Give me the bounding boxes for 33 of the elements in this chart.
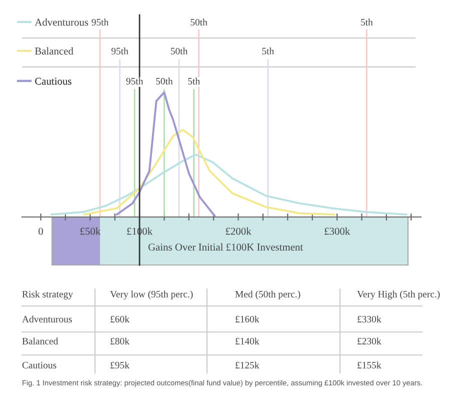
legend-label: Cautious: [35, 78, 72, 85]
text: £80k: [110, 338, 130, 344]
text: £140k: [236, 338, 260, 344]
text: Very High (5th perc.): [357, 290, 440, 300]
ref-line-label: 50th: [170, 48, 188, 54]
ref-line-label: 95th: [92, 18, 109, 26]
ref-line-label: 95th: [126, 78, 144, 84]
legend-label: Adventurous: [34, 18, 88, 26]
ref-line-label: 95th: [111, 48, 128, 54]
text: £95k: [110, 362, 130, 368]
ref-line-label: 5th: [188, 78, 200, 84]
x-axis-title: Gains Over Initial £100K Investment: [148, 243, 303, 251]
text: £230k: [358, 338, 382, 344]
text: £155k: [358, 362, 382, 368]
text: £60k: [110, 316, 130, 322]
text: £125k: [236, 362, 260, 368]
legend-label: Balanced: [34, 47, 74, 55]
ref-line-label: 5th: [262, 48, 274, 54]
text: £160k: [236, 316, 260, 322]
ref-line-label: 50th: [156, 78, 173, 84]
text: Risk strategy: [22, 290, 73, 300]
ref-line-label: 50th: [190, 18, 208, 26]
x-tick-label: £300k: [324, 227, 350, 235]
x-tick-label: £200k: [226, 227, 252, 235]
text: Cautious: [22, 362, 56, 368]
ref-line-label: 5th: [361, 18, 373, 26]
text: Adventurous: [22, 316, 72, 322]
x-tick-label: 0: [38, 228, 43, 235]
text: Balanced: [22, 338, 58, 344]
text: Very low (95th perc.): [110, 290, 193, 300]
x-tick-label: £50k: [80, 227, 101, 235]
text: Med (50th perc.): [235, 290, 300, 300]
text: £330k: [358, 316, 382, 322]
